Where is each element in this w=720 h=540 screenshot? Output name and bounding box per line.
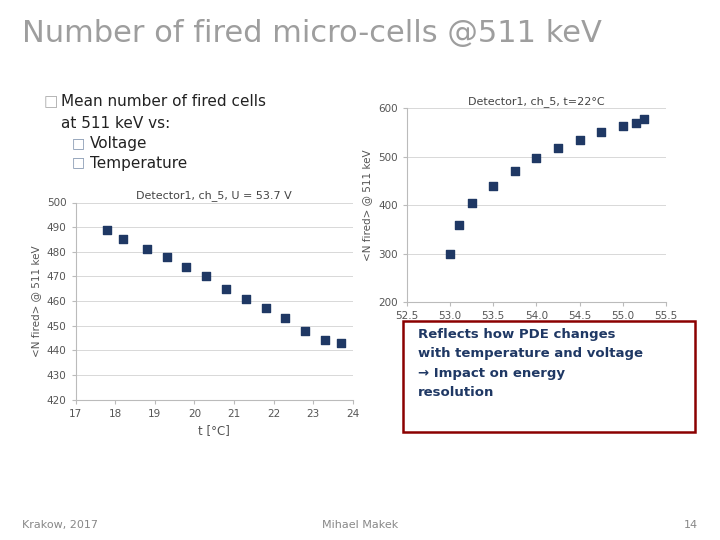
Point (201, 272, 212, 281)
Text: Reflects how PDE changes
with temperature and voltage
→ Impact on energy
resolut: Reflects how PDE changes with temperatur… (418, 328, 642, 400)
Text: 14: 14 (684, 520, 698, 530)
Point (639, 115, 650, 124)
Point (630, 118, 642, 127)
Point (260, 304, 271, 313)
Text: Number of fired micro-cells @511 keV: Number of fired micro-cells @511 keV (22, 19, 601, 48)
FancyBboxPatch shape (402, 321, 696, 433)
Point (617, 122, 629, 130)
Point (117, 235, 129, 244)
Point (574, 135, 585, 144)
X-axis label: t [°C]: t [°C] (198, 424, 230, 437)
Point (453, 220, 464, 229)
Point (220, 285, 232, 293)
Title: Detector1, ch_5, t=22°C: Detector1, ch_5, t=22°C (468, 96, 605, 107)
Title: Detector1, ch_5, U = 53.7 V: Detector1, ch_5, U = 53.7 V (136, 190, 292, 201)
Point (181, 262, 192, 271)
Point (335, 339, 347, 347)
Point (102, 225, 113, 234)
Point (531, 153, 542, 162)
Text: □: □ (72, 136, 85, 150)
Y-axis label: <N fired> @ 511 keV: <N fired> @ 511 keV (363, 150, 372, 261)
Y-axis label: <N fired> @ 511 keV: <N fired> @ 511 keV (31, 245, 41, 357)
Text: Mihael Makek: Mihael Makek (322, 520, 398, 530)
Text: at 511 keV vs:: at 511 keV vs: (61, 116, 171, 131)
Point (320, 336, 331, 345)
Point (487, 181, 499, 190)
Text: Temperature: Temperature (90, 156, 187, 171)
Point (279, 314, 291, 322)
Point (300, 326, 311, 335)
Text: Mean number of fired cells: Mean number of fired cells (61, 94, 266, 110)
Point (141, 245, 153, 254)
X-axis label: U [V]: U [V] (522, 327, 551, 340)
Point (466, 198, 477, 207)
Text: □: □ (43, 94, 58, 110)
Point (595, 128, 607, 137)
Point (240, 294, 252, 303)
Point (552, 144, 564, 152)
Text: Voltage: Voltage (90, 136, 148, 151)
Text: Krakow, 2017: Krakow, 2017 (22, 520, 98, 530)
Text: □: □ (72, 156, 85, 170)
Point (444, 249, 456, 258)
Point (161, 252, 173, 261)
Point (509, 167, 521, 176)
